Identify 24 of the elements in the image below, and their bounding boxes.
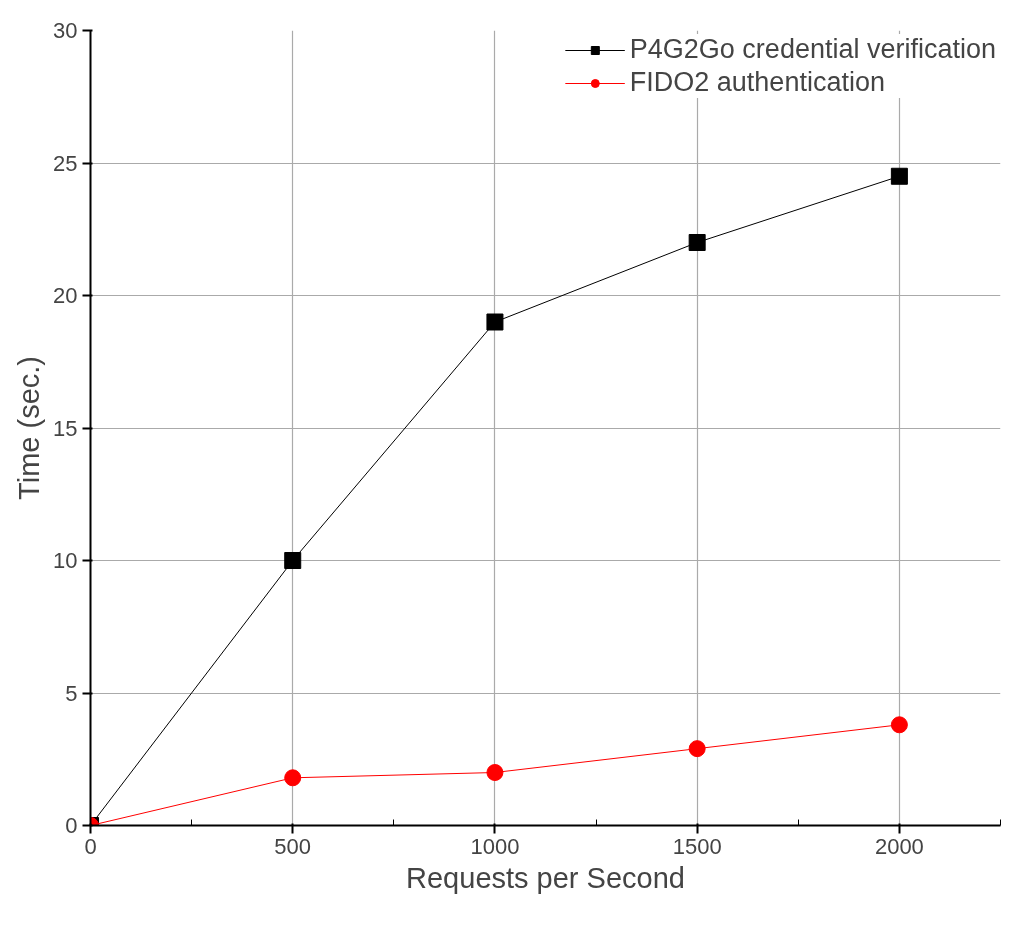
point bbox=[284, 552, 302, 569]
point bbox=[890, 167, 908, 185]
y-tick-label: 25 bbox=[53, 150, 78, 176]
y-tick-label: 5 bbox=[65, 680, 78, 706]
point bbox=[890, 716, 908, 734]
y-tick-label: 15 bbox=[53, 415, 78, 441]
x-tick-label: 0 bbox=[84, 833, 97, 859]
x-tick-label: 1000 bbox=[470, 833, 520, 859]
y-axis-title: Time (sec.) bbox=[13, 356, 46, 500]
y-tick-label: 20 bbox=[53, 283, 78, 308]
y-tick-label: 10 bbox=[53, 548, 78, 573]
x-tick-label: 2000 bbox=[874, 833, 924, 859]
y-tick-label: 30 bbox=[53, 18, 78, 43]
point bbox=[688, 234, 706, 251]
y-tick-label: 0 bbox=[65, 813, 78, 838]
legend-label: P4G2Go credential verification bbox=[629, 34, 996, 65]
point bbox=[486, 764, 504, 781]
point bbox=[688, 740, 706, 758]
legend-label: FIDO2 authentication bbox=[629, 67, 885, 98]
x-tick-label: 500 bbox=[274, 833, 312, 859]
point bbox=[486, 313, 504, 331]
point bbox=[284, 769, 302, 787]
x-tick-label: 1500 bbox=[672, 833, 722, 859]
x-axis-title: Requests per Second bbox=[406, 861, 685, 894]
